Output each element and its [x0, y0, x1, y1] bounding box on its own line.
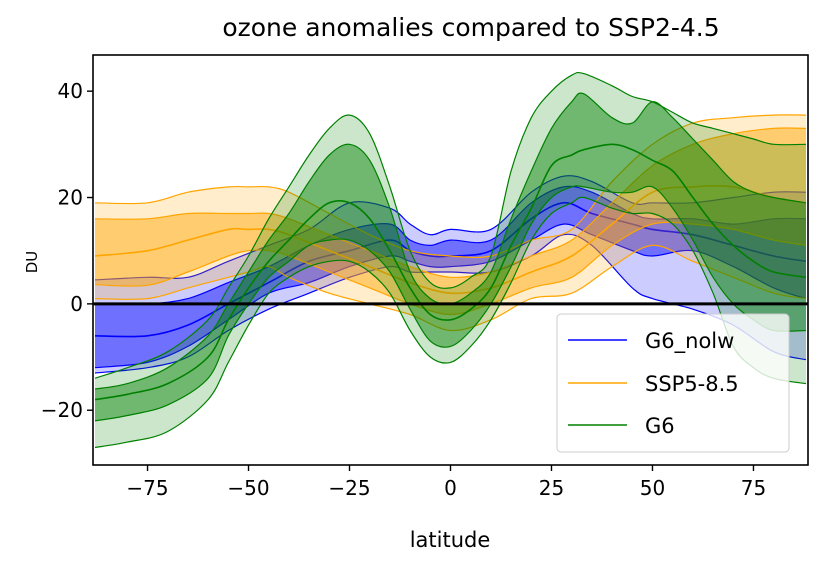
y-tick-label: 0 — [70, 292, 83, 316]
iqr-band-g6 — [95, 93, 806, 421]
iqr-band-ssp5-8-5 — [95, 128, 806, 315]
legend: G6_nolw SSP5-8.5 G6 — [556, 313, 790, 453]
x-tick-label: 75 — [741, 476, 766, 500]
median-line-ssp5-8-5 — [94, 185, 807, 295]
range-band-g6-nolw — [95, 175, 806, 373]
y-axis-label: DU — [23, 251, 41, 274]
y-tick-label: 40 — [58, 79, 83, 103]
iqr-band-g6-nolw — [95, 186, 806, 368]
min-line-g6 — [94, 196, 807, 449]
y-axis: −20 0 20 40 — [41, 79, 93, 422]
median-line-g6 — [94, 143, 807, 401]
legend-label-g6-nolw: G6_nolw — [645, 329, 734, 354]
min-line-ssp5-8-5 — [94, 244, 807, 332]
x-tick-label: −25 — [328, 476, 370, 500]
x-tick-label: 25 — [539, 476, 564, 500]
y-tick-label: 20 — [58, 186, 83, 210]
plot-area — [93, 71, 808, 449]
x-axis: −75 −50 −25 0 25 50 75 — [126, 465, 766, 500]
max-line-ssp5-8-5 — [94, 114, 807, 259]
x-tick-label: −50 — [227, 476, 269, 500]
legend-label-g6: G6 — [645, 414, 675, 438]
legend-label-ssp585: SSP5-8.5 — [645, 372, 739, 396]
x-tick-label: −75 — [126, 476, 168, 500]
range-band-ssp5-8-5 — [95, 114, 806, 331]
x-tick-label: 50 — [640, 476, 665, 500]
range-band-g6 — [95, 72, 806, 448]
max-line-g6 — [94, 71, 807, 379]
p25-line-g6 — [94, 185, 807, 422]
x-axis-label: latitude — [410, 528, 491, 552]
x-tick-label: 0 — [444, 476, 457, 500]
chart-title: ozone anomalies compared to SSP2-4.5 — [222, 13, 719, 42]
p25-line-ssp5-8-5 — [94, 221, 807, 316]
p75-line-g6 — [94, 92, 807, 390]
p25-line-g6-nolw — [94, 223, 807, 369]
min-line-g6-nolw — [94, 233, 807, 374]
y-tick-label: −20 — [41, 398, 83, 422]
p75-line-ssp5-8-5 — [94, 127, 807, 279]
legend-box — [556, 313, 790, 453]
max-line-g6-nolw — [94, 175, 807, 281]
